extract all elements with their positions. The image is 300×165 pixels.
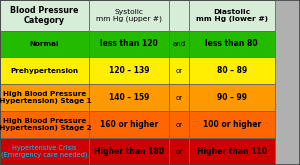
Text: or: or bbox=[176, 122, 183, 128]
Bar bbox=[88, 0, 170, 31]
Text: Higher than 180: Higher than 180 bbox=[94, 147, 164, 156]
Bar bbox=[169, 84, 189, 111]
Bar bbox=[169, 0, 189, 31]
Bar bbox=[169, 31, 189, 57]
Text: less than 120: less than 120 bbox=[100, 39, 158, 49]
Bar bbox=[88, 31, 170, 57]
Bar bbox=[0, 138, 88, 165]
Text: or: or bbox=[176, 95, 183, 101]
Bar bbox=[169, 138, 189, 165]
Text: or: or bbox=[176, 148, 183, 155]
Bar bbox=[0, 57, 88, 84]
Bar bbox=[0, 111, 88, 138]
Text: High Blood Pressure
(Hypertension) Stage 2: High Blood Pressure (Hypertension) Stage… bbox=[0, 118, 92, 131]
Bar bbox=[0, 0, 88, 31]
Text: Diastolic
mm Hg (lower #): Diastolic mm Hg (lower #) bbox=[196, 9, 268, 22]
Bar bbox=[189, 84, 274, 111]
Bar bbox=[189, 138, 274, 165]
Text: 140 – 159: 140 – 159 bbox=[109, 93, 149, 102]
Text: Prehypertension: Prehypertension bbox=[10, 68, 78, 74]
Text: Systolic
mm Hg (upper #): Systolic mm Hg (upper #) bbox=[96, 9, 162, 22]
Text: 160 or higher: 160 or higher bbox=[100, 120, 158, 129]
Bar bbox=[0, 84, 88, 111]
Text: High Blood Pressure
(Hypertension) Stage 1: High Blood Pressure (Hypertension) Stage… bbox=[0, 91, 92, 104]
Bar bbox=[88, 84, 170, 111]
Text: Blood Pressure
Category: Blood Pressure Category bbox=[10, 6, 79, 25]
Bar bbox=[88, 138, 170, 165]
Text: or: or bbox=[176, 68, 183, 74]
Text: 120 – 139: 120 – 139 bbox=[109, 66, 149, 75]
Text: and: and bbox=[173, 41, 186, 47]
Text: 80 – 89: 80 – 89 bbox=[217, 66, 247, 75]
Bar bbox=[88, 57, 170, 84]
Text: Higher than 110: Higher than 110 bbox=[197, 147, 267, 156]
Bar bbox=[169, 57, 189, 84]
Bar bbox=[189, 111, 274, 138]
Bar bbox=[169, 111, 189, 138]
Text: 100 or higher: 100 or higher bbox=[202, 120, 261, 129]
Text: less than 80: less than 80 bbox=[206, 39, 258, 49]
Bar bbox=[88, 111, 170, 138]
Bar bbox=[0, 31, 88, 57]
Text: Hypertensive Crisis
(Emergency care needed): Hypertensive Crisis (Emergency care need… bbox=[1, 145, 88, 158]
Text: Normal: Normal bbox=[29, 41, 59, 47]
Bar bbox=[189, 0, 274, 31]
Text: 90 – 99: 90 – 99 bbox=[217, 93, 247, 102]
Bar bbox=[189, 31, 274, 57]
Bar bbox=[189, 57, 274, 84]
